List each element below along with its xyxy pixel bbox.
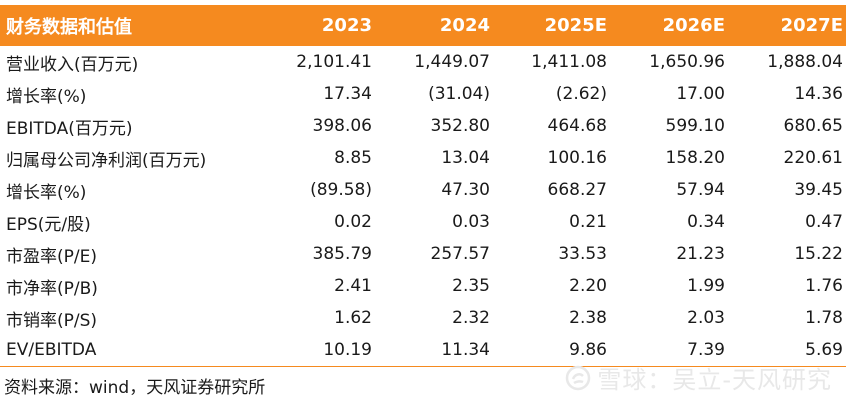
table-cell: (89.58) [310, 180, 372, 200]
row-label: EBITDA(百万元) [6, 118, 133, 139]
snowball-logo-icon [566, 365, 591, 390]
table-cell: (2.62) [555, 84, 607, 104]
table-cell: 0.03 [452, 212, 490, 232]
row-label: 市销率(P/S) [6, 310, 98, 331]
table-row: EV/EBITDA 10.19 11.34 9.86 7.39 5.69 [0, 334, 846, 366]
header-year-2027e: 2027E [780, 15, 843, 36]
table-cell: 220.61 [783, 148, 843, 168]
header-year-2024: 2024 [439, 15, 490, 36]
table-cell: 1,650.96 [649, 52, 725, 72]
table-row: EBITDA(百万元) 398.06 352.80 464.68 599.10 680.6… [0, 110, 846, 142]
table-cell: (31.04) [428, 84, 490, 104]
table-cell: 2.20 [569, 276, 607, 296]
table-cell: 385.79 [312, 244, 372, 264]
table-cell: 13.04 [441, 148, 490, 168]
table-cell: 7.39 [687, 340, 725, 360]
table-row: EPS(元/股) 0.02 0.03 0.21 0.34 0.47 [0, 206, 846, 238]
table-cell: 352.80 [430, 116, 490, 136]
row-label: 归属母公司净利润(百万元) [6, 150, 207, 171]
table-cell: 57.94 [676, 180, 725, 200]
table-row: 增长率(%) (89.58) 47.30 668.27 57.94 39.45 [0, 174, 846, 206]
table-row: 市销率(P/S) 1.62 2.32 2.38 2.03 1.78 [0, 302, 846, 334]
source-note: 资料来源：wind，天风证券研究所 [4, 378, 266, 398]
header-year-2025e: 2025E [544, 15, 607, 36]
row-label: 市净率(P/B) [6, 278, 98, 299]
table-cell: 8.85 [334, 148, 372, 168]
table-cell: 680.65 [783, 116, 843, 136]
table-cell: 1.99 [687, 276, 725, 296]
table-cell: 47.30 [441, 180, 490, 200]
row-label: 营业收入(百万元) [6, 54, 139, 75]
row-label: EV/EBITDA [6, 340, 97, 360]
table-cell: 2.38 [569, 308, 607, 328]
table-cell: 1.76 [805, 276, 843, 296]
financial-table: 财务数据和估值 2023 2024 2025E 2026E 2027E 营业收入… [0, 5, 846, 367]
row-label: 市盈率(P/E) [6, 246, 97, 267]
watermark: 雪球：吴立-天风研究 [565, 360, 832, 395]
header-year-2026e: 2026E [662, 15, 725, 36]
row-label: EPS(元/股) [6, 214, 91, 235]
table-cell: 14.36 [794, 84, 843, 104]
table-cell: 33.53 [558, 244, 607, 264]
table-cell: 9.86 [569, 340, 607, 360]
table-header-row: 财务数据和估值 2023 2024 2025E 2026E 2027E [0, 5, 846, 46]
row-label: 增长率(%) [6, 86, 87, 107]
table-row: 市净率(P/B) 2.41 2.35 2.20 1.99 1.76 [0, 270, 846, 302]
table-cell: 2.41 [334, 276, 372, 296]
table-cell: 0.47 [805, 212, 843, 232]
table-cell: 100.16 [547, 148, 607, 168]
table-cell: 17.34 [323, 84, 372, 104]
table-cell: 2.35 [452, 276, 490, 296]
header-label: 财务数据和估值 [6, 16, 132, 38]
table-row: 市盈率(P/E) 385.79 257.57 33.53 21.23 15.22 [0, 238, 846, 270]
table-cell: 2.32 [452, 308, 490, 328]
table-row: 归属母公司净利润(百万元) 8.85 13.04 100.16 158.20 220.61 [0, 142, 846, 174]
table-cell: 5.69 [805, 340, 843, 360]
table-cell: 599.10 [665, 116, 725, 136]
table-cell: 10.19 [323, 340, 372, 360]
table-cell: 17.00 [676, 84, 725, 104]
table-row: 营业收入(百万元) 2,101.41 1,449.07 1,411.08 1,650.9… [0, 46, 846, 78]
table-body: 营业收入(百万元) 2,101.41 1,449.07 1,411.08 1,650.9… [0, 46, 846, 367]
table-row: 增长率(%) 17.34 (31.04) (2.62) 17.00 14.36 [0, 78, 846, 110]
table-cell: 21.23 [676, 244, 725, 264]
table-cell: 2.03 [687, 308, 725, 328]
table-cell: 15.22 [794, 244, 843, 264]
row-label: 增长率(%) [6, 182, 87, 203]
table-cell: 1,411.08 [531, 52, 607, 72]
table-cell: 1,449.07 [414, 52, 490, 72]
watermark-text: 雪球：吴立-天风研究 [597, 366, 832, 394]
table-cell: 2,101.41 [296, 52, 372, 72]
table-cell: 1,888.04 [767, 52, 843, 72]
header-year-2023: 2023 [321, 15, 372, 36]
table-cell: 668.27 [547, 180, 607, 200]
table-cell: 398.06 [312, 116, 372, 136]
table-cell: 158.20 [665, 148, 725, 168]
table-cell: 1.78 [805, 308, 843, 328]
table-cell: 0.21 [569, 212, 607, 232]
table-cell: 0.02 [334, 212, 372, 232]
table-cell: 11.34 [441, 340, 490, 360]
table-cell: 0.34 [687, 212, 725, 232]
table-cell: 464.68 [547, 116, 607, 136]
table-cell: 1.62 [334, 308, 372, 328]
table-cell: 257.57 [430, 244, 490, 264]
table-cell: 39.45 [794, 180, 843, 200]
